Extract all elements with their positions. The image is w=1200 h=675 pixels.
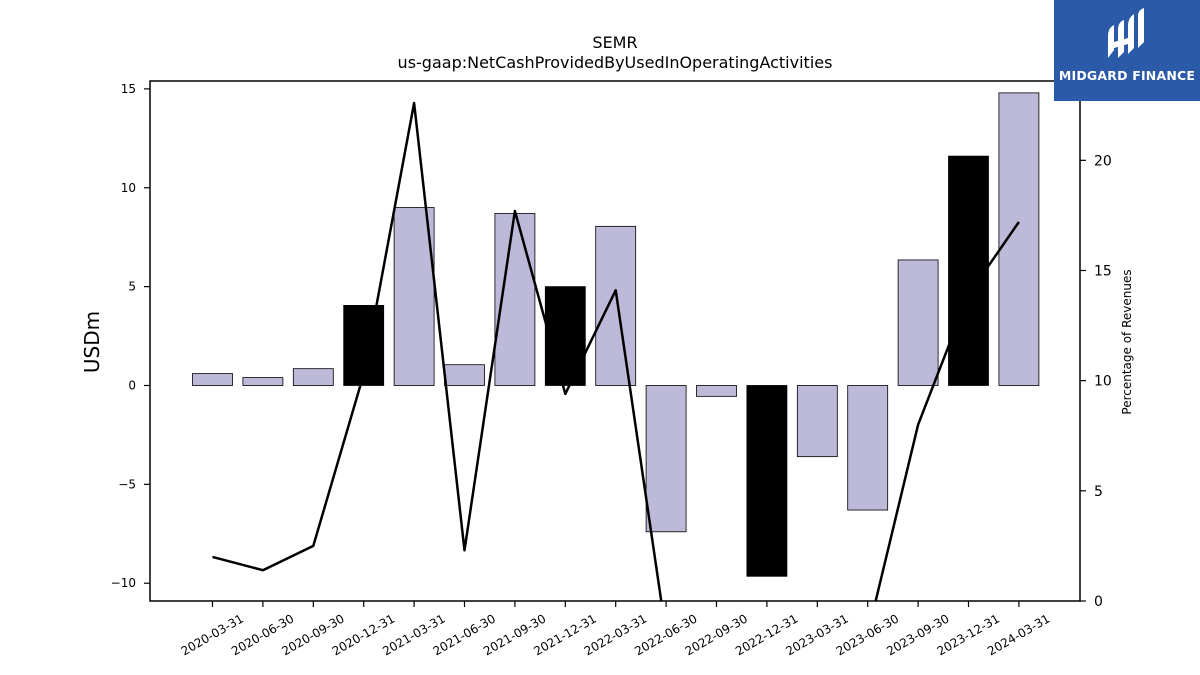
y2-axis-label: Percentage of Revenues <box>1120 269 1134 414</box>
bar <box>192 373 233 386</box>
line-layer <box>212 101 1020 601</box>
y-tick-label: 15 <box>121 82 136 96</box>
y-tick-label: −5 <box>118 477 136 491</box>
bars-layer <box>192 92 1040 577</box>
bar <box>444 364 485 386</box>
y2-tick-label: 0 <box>1094 594 1103 610</box>
bar <box>242 377 284 386</box>
y2-tick-label: 20 <box>1094 153 1112 169</box>
bar <box>796 385 838 458</box>
bar <box>645 385 687 533</box>
bar <box>544 286 586 386</box>
bar <box>847 385 889 511</box>
chart-title: SEMR <box>592 33 637 52</box>
bar <box>393 207 435 386</box>
y-tick-label: 10 <box>121 181 136 195</box>
bar <box>292 368 334 386</box>
y2-tick-label: 5 <box>1094 484 1103 500</box>
y2-tick-label: 10 <box>1094 374 1112 390</box>
y-axis-label: USDm <box>80 311 104 373</box>
bar <box>696 385 737 397</box>
bar <box>948 155 989 386</box>
bar <box>998 92 1040 386</box>
brand-logo: MIDGARD FINANCE <box>1054 0 1200 101</box>
bar <box>595 225 637 386</box>
plot-frame <box>149 80 1081 602</box>
y2-tick-label: 15 <box>1094 263 1112 279</box>
brand-name: MIDGARD FINANCE <box>1058 68 1196 83</box>
y-tick-label: 0 <box>128 378 136 392</box>
y-tick-label: 5 <box>128 280 136 294</box>
ratio-line <box>212 101 1020 601</box>
bar <box>897 259 939 386</box>
brand-mark-icon <box>1108 8 1144 58</box>
y-tick-label: −10 <box>111 576 136 590</box>
bar <box>746 385 788 577</box>
chart-subtitle: us-gaap:NetCashProvidedByUsedInOperating… <box>398 53 833 72</box>
